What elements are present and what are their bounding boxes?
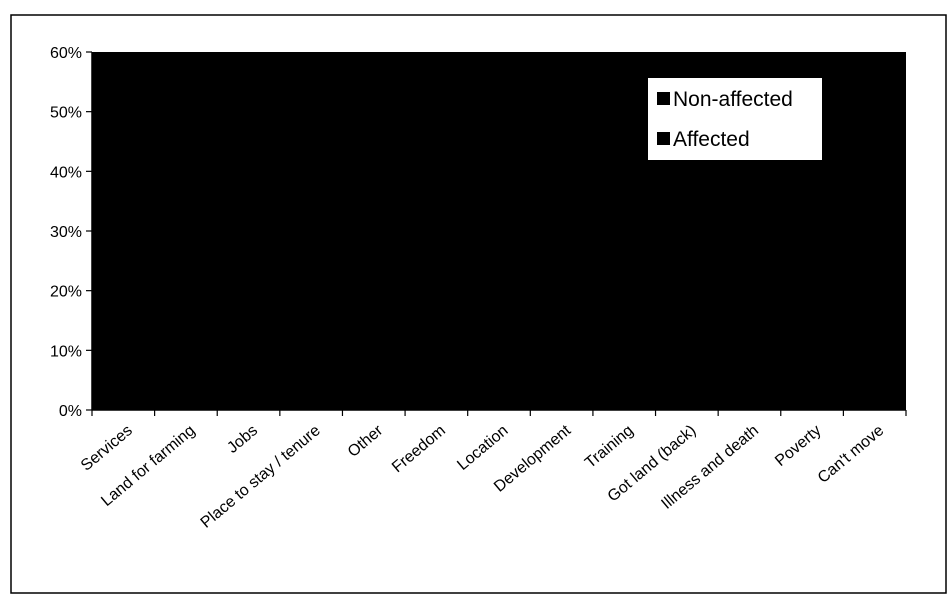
y-tick-label: 0% (59, 403, 82, 420)
legend-label-non-affected: Non-affected (673, 88, 793, 111)
legend-box (648, 78, 822, 160)
y-tick-label: 40% (50, 164, 82, 181)
y-tick-label: 10% (50, 343, 82, 360)
y-tick-label: 60% (50, 45, 82, 62)
y-tick-label: 20% (50, 284, 82, 301)
legend-swatch-non-affected (657, 92, 670, 105)
y-tick-label: 50% (50, 105, 82, 122)
legend-swatch-affected (657, 132, 670, 145)
y-axis-ticks: 0% 10% 20% 30% 40% 50% 60% (50, 45, 92, 420)
legend-label-affected: Affected (673, 128, 750, 151)
legend: Non-affected Affected (648, 78, 822, 160)
y-tick-label: 30% (50, 224, 82, 241)
